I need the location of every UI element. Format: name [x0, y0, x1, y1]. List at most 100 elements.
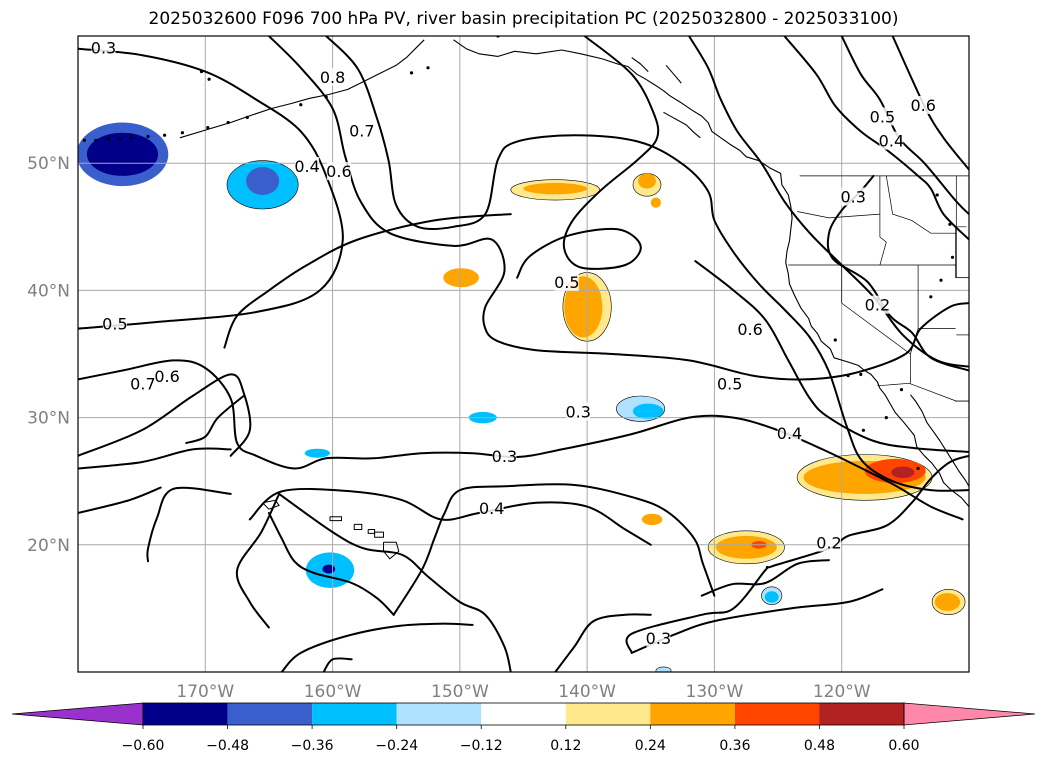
island [859, 372, 863, 376]
map-title: 2025032600 F096 700 hPa PV, river basin … [148, 9, 899, 29]
pv-contours [78, 36, 969, 672]
lon-tick-label: 140°W [558, 682, 616, 702]
colorbar-segment [396, 703, 482, 725]
lon-tick-label: 160°W [304, 682, 362, 702]
colorbar-segment [143, 703, 228, 725]
contour-label-bg [911, 96, 936, 114]
pv-contour [146, 486, 232, 563]
lat-tick-label: 20°N [27, 536, 70, 556]
island [245, 115, 249, 119]
pv-contour [78, 373, 252, 457]
contour-label: 0.7 [349, 121, 374, 140]
precip-area [764, 591, 779, 603]
island [899, 388, 904, 392]
contour-label: 0.6 [910, 96, 935, 115]
colorbar-tick-label: 0.12 [550, 738, 581, 754]
precip-area [246, 167, 280, 195]
plot-background [78, 36, 969, 672]
contour-label: 0.3 [492, 447, 517, 466]
island [426, 66, 430, 70]
colorbar-extend-max [903, 702, 1036, 726]
island [299, 103, 303, 107]
colorbar-extend-min [11, 702, 144, 726]
contour-label-bg [879, 131, 904, 150]
colorbar-tick-label: 0.48 [804, 738, 835, 754]
pv-contour [325, 36, 969, 492]
precip-area [443, 268, 479, 288]
state-border [879, 175, 887, 266]
lon-tick-label: 120°W [813, 682, 871, 702]
pv-contour [78, 359, 964, 521]
colorbar-segment [227, 703, 313, 725]
island [163, 133, 167, 137]
lat-tick-label: 50°N [27, 154, 70, 174]
colorbar: −0.60 −0.48 −0.36 −0.24 −0.12 0.12 0.24 0.36 0.4… [11, 702, 1036, 754]
contour-label: 0.8 [320, 68, 345, 87]
pv-contour [280, 622, 474, 672]
contour-label-bg [349, 121, 374, 140]
coastline [663, 111, 701, 139]
precip-area [86, 132, 159, 176]
contour-label-bg [646, 628, 671, 647]
contour-label-bg [320, 68, 345, 86]
contour-label: 0.6 [326, 162, 351, 181]
colorbar-tick-label: −0.24 [375, 738, 418, 754]
pv-contour [392, 483, 716, 616]
contour-label-bg [492, 447, 517, 465]
contour-label-bg [841, 187, 866, 206]
contour-label-bg [777, 424, 802, 443]
contour-label-bg [717, 374, 742, 393]
coastline [665, 64, 682, 84]
contour-label: 0.4 [479, 499, 504, 518]
coastline [631, 57, 649, 72]
contour-label: 0.5 [554, 273, 579, 292]
contour-label-bg [295, 157, 320, 175]
pv-contour [630, 588, 884, 654]
hawaii-island [383, 541, 400, 560]
island [929, 295, 933, 299]
contour-label: 0.3 [646, 629, 671, 648]
colorbar-segment [734, 703, 820, 725]
colorbar-segment [312, 703, 397, 725]
island [939, 278, 943, 282]
lat-tick-label: 40°N [27, 281, 70, 301]
pv-contour [78, 486, 162, 514]
colorbar-tick-label: −0.36 [291, 738, 334, 754]
contour-label: 0.4 [294, 157, 319, 176]
contour-label: 0.4 [777, 424, 802, 443]
precip-area [655, 666, 672, 672]
contour-label-bg [130, 374, 155, 393]
pv-contour [248, 487, 652, 546]
pv-contour [322, 657, 353, 672]
contour-label-bg [554, 272, 579, 291]
island [916, 466, 920, 471]
contour-label: 0.5 [102, 315, 127, 334]
island [118, 137, 122, 141]
colorbar-segment [650, 703, 735, 725]
hawaii-island [353, 523, 363, 530]
lon-tick-label: 150°W [431, 682, 489, 702]
precip-area [564, 276, 603, 338]
precip-area [523, 182, 588, 195]
island [82, 138, 86, 142]
state-border [797, 211, 880, 219]
pv-contour [267, 512, 395, 616]
state-border [841, 265, 911, 384]
island [226, 120, 230, 125]
contour-label: 0.3 [565, 403, 590, 422]
colorbar-frame [142, 702, 905, 726]
precip-area [641, 513, 663, 526]
contour-label: 0.6 [154, 367, 179, 386]
colorbar-tick-label: 0.36 [719, 738, 750, 754]
island [206, 126, 210, 130]
pv-contour [78, 447, 232, 470]
island [106, 137, 111, 141]
island [146, 134, 150, 139]
hawaii-island [329, 516, 342, 522]
contour-label-bg [817, 533, 841, 552]
colorbar-tick-label: −0.48 [206, 738, 249, 754]
pv-contour [783, 36, 969, 241]
island [94, 138, 98, 142]
coastline [179, 39, 425, 139]
